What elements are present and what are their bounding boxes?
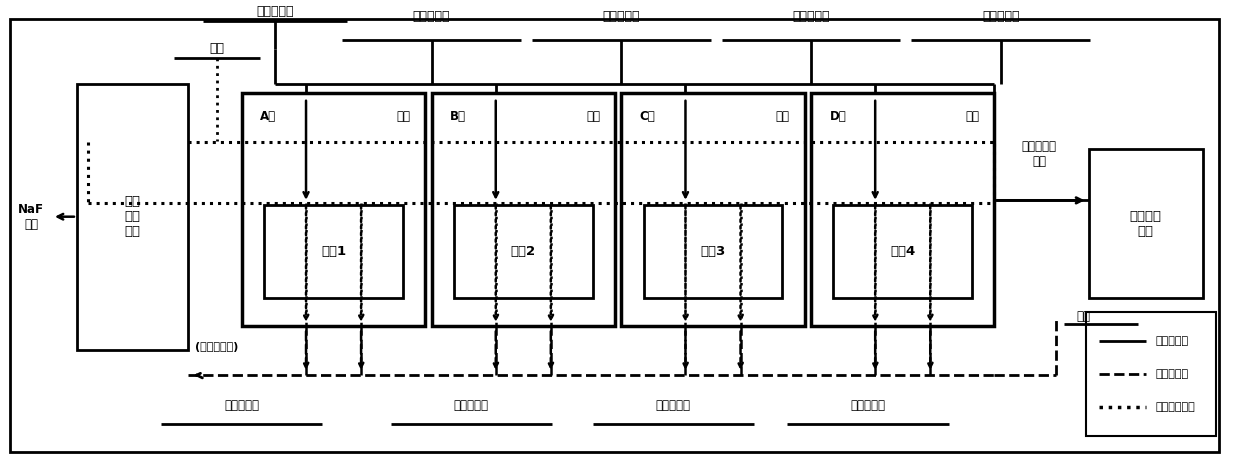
Text: A槽: A槽 — [260, 110, 277, 123]
Text: C槽: C槽 — [640, 110, 656, 123]
Text: 二级浸出料: 二级浸出料 — [603, 10, 640, 23]
Bar — [264, 205, 403, 298]
Text: 料篮2: 料篮2 — [511, 245, 536, 258]
Text: 三级: 三级 — [776, 110, 790, 123]
Text: 蒸汽: 蒸汽 — [210, 42, 224, 55]
Bar — [454, 205, 593, 298]
Text: 废旧阴极块: 废旧阴极块 — [257, 5, 294, 18]
Text: 新水: 新水 — [1076, 310, 1090, 323]
Text: D槽: D槽 — [830, 110, 847, 123]
Text: 四级浸出液: 四级浸出液 — [851, 399, 885, 412]
Bar — [1086, 312, 1216, 436]
Text: 二级: 二级 — [587, 110, 600, 123]
Bar — [1089, 149, 1203, 298]
Text: 破碎选分
设备: 破碎选分 设备 — [1130, 210, 1162, 238]
Text: 料篮4: 料篮4 — [890, 245, 915, 258]
Bar — [833, 205, 972, 298]
Bar — [644, 205, 782, 298]
Text: 废水蒸汽流动: 废水蒸汽流动 — [1156, 402, 1195, 412]
Text: 浸出液流动: 浸出液流动 — [1156, 369, 1189, 379]
Text: 一级浸出料: 一级浸出料 — [413, 10, 450, 23]
Text: 二级浸出液: 二级浸出液 — [454, 399, 489, 412]
Bar — [811, 93, 994, 326]
Text: B槽: B槽 — [450, 110, 466, 123]
Text: 三级浸出液: 三级浸出液 — [656, 399, 691, 412]
Text: NaF
结晶: NaF 结晶 — [19, 203, 43, 231]
Text: 处理后废旧
阴极: 处理后废旧 阴极 — [1022, 140, 1056, 168]
Bar — [621, 93, 805, 326]
Text: 四级浸出料: 四级浸出料 — [982, 10, 1019, 23]
Text: (高浓度废水): (高浓度废水) — [196, 342, 238, 352]
Text: 三级浸出料: 三级浸出料 — [792, 10, 830, 23]
Bar — [432, 93, 615, 326]
Text: 蒸发
结晶
装置: 蒸发 结晶 装置 — [125, 195, 140, 238]
Text: 一级浸出液: 一级浸出液 — [224, 399, 259, 412]
Text: 一级: 一级 — [397, 110, 410, 123]
Bar — [77, 84, 188, 350]
Text: 料篮3: 料篮3 — [701, 245, 725, 258]
Text: 四级: 四级 — [966, 110, 980, 123]
Text: 阴极块浸出: 阴极块浸出 — [1156, 336, 1189, 346]
Bar — [242, 93, 425, 326]
Text: 料篮1: 料篮1 — [321, 245, 346, 258]
